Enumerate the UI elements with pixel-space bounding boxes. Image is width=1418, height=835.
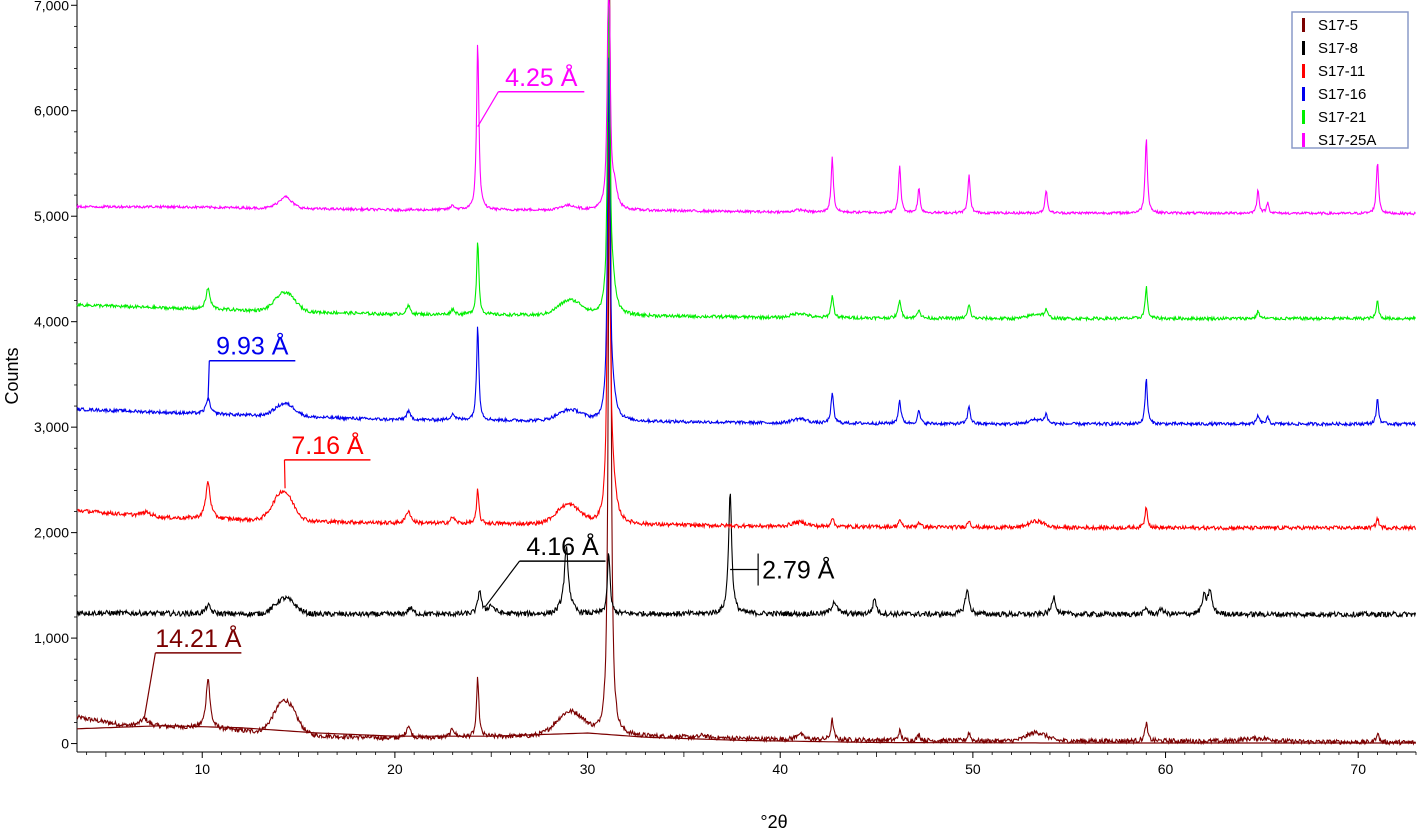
- x-tick-label: 10: [194, 761, 210, 777]
- y-tick-label: 4,000: [34, 314, 69, 330]
- legend-swatch: [1302, 133, 1305, 147]
- peak-annotation: 7.16 Å: [283, 430, 371, 489]
- legend-entry: S17-11: [1318, 63, 1365, 80]
- legend-entry: S17-25A: [1318, 132, 1376, 149]
- series-line-s17-8: [76, 493, 1417, 619]
- peak-annotation-label: 4.25 Å: [505, 62, 578, 92]
- y-tick-label: 7,000: [34, 0, 69, 13]
- legend-entry: S17-21: [1318, 109, 1366, 126]
- legend-entry: S17-8: [1318, 40, 1358, 57]
- legend-swatch: [1302, 64, 1305, 78]
- peak-annotation-label: 14.21 Å: [155, 623, 242, 653]
- peak-annotation-label: 7.16 Å: [291, 430, 364, 460]
- x-tick-label: 20: [387, 761, 403, 777]
- peak-annotation-label: 9.93 Å: [216, 331, 289, 361]
- series-line-s17-21: [76, 0, 1416, 323]
- y-tick-label: 6,000: [34, 103, 69, 119]
- bracket-annotation: 2.79 Å: [730, 553, 835, 586]
- background-curve-s17-5: [76, 724, 1416, 744]
- peak-annotation-label: 4.16 Å: [526, 531, 599, 561]
- peak-annotation: 9.93 Å: [207, 331, 296, 401]
- axes: 10 20 30 40 50 60 70 0 1,000 2,000 3,000 4,000 5,000…: [34, 0, 1417, 777]
- y-tick-label: 1,000: [34, 630, 69, 646]
- series-line-s17-16: [76, 57, 1416, 428]
- peak-annotation: 4.25 Å: [477, 62, 585, 127]
- legend-entry: S17-5: [1318, 17, 1358, 34]
- annotations: 4.25 Å 9.93 Å 7.16 Å 4.16 Å 14.21 Å 2.79 Å: [143, 62, 835, 718]
- legend: S17-5 S17-8 S17-11 S17-16 S17-21 S17-25A: [1291, 11, 1409, 149]
- bracket-annotation-label: 2.79 Å: [762, 555, 835, 585]
- series-line-s17-5: [76, 0, 1416, 746]
- y-tick-label: 0: [61, 736, 69, 752]
- annotation-leader: [477, 91, 499, 127]
- x-tick-label: 30: [580, 761, 596, 777]
- series-line-s17-11: [77, 121, 1417, 532]
- x-tick-label: 70: [1350, 761, 1366, 777]
- annotation-leader: [143, 652, 156, 718]
- series-layer: [76, 0, 1417, 746]
- y-tick-label: 5,000: [34, 208, 69, 224]
- y-tick-label: 2,000: [34, 525, 69, 541]
- legend-entry: S17-16: [1318, 86, 1366, 103]
- legend-swatch: [1302, 41, 1305, 55]
- legend-box: [1291, 11, 1409, 149]
- peak-annotation: 4.16 Å: [484, 531, 606, 607]
- y-tick-label: 3,000: [34, 419, 69, 435]
- peak-annotation: 14.21 Å: [143, 623, 242, 718]
- annotation-leader: [207, 360, 210, 401]
- y-axis-title: Counts: [2, 347, 22, 404]
- annotation-leader: [283, 459, 286, 489]
- x-tick-label: 40: [772, 761, 788, 777]
- legend-swatch: [1302, 87, 1305, 101]
- x-tick-label: 50: [965, 761, 981, 777]
- series-line-s17-25a: [76, 0, 1416, 216]
- legend-swatch: [1302, 18, 1305, 32]
- annotation-leader: [484, 560, 520, 607]
- legend-swatch: [1302, 110, 1305, 124]
- x-axis-title: °2θ: [760, 812, 787, 832]
- x-tick-label: 60: [1158, 761, 1174, 777]
